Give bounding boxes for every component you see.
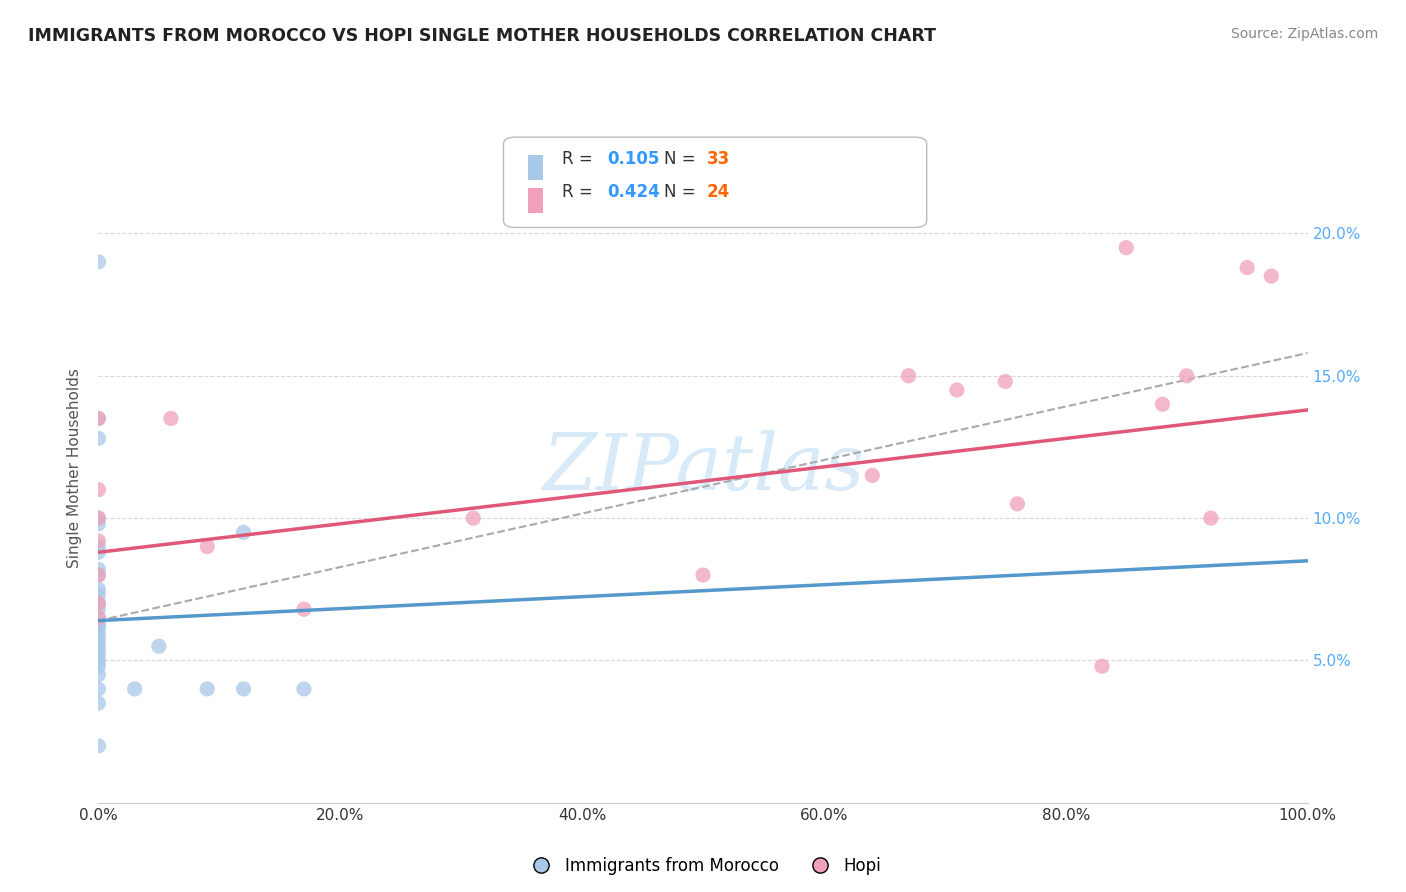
Point bbox=[232, 525, 254, 540]
Text: N =: N = bbox=[664, 183, 702, 201]
Point bbox=[232, 681, 254, 696]
Point bbox=[87, 411, 110, 425]
Point bbox=[463, 511, 485, 525]
Point bbox=[87, 588, 110, 602]
Point bbox=[87, 568, 110, 582]
Text: 0.424: 0.424 bbox=[607, 183, 661, 201]
Point bbox=[87, 511, 110, 525]
FancyBboxPatch shape bbox=[527, 154, 543, 180]
Legend: Immigrants from Morocco, Hopi: Immigrants from Morocco, Hopi bbox=[517, 850, 889, 881]
Point bbox=[1115, 241, 1137, 255]
Point bbox=[87, 619, 110, 633]
Point bbox=[87, 602, 110, 616]
Point bbox=[87, 540, 110, 554]
Point bbox=[87, 431, 110, 445]
Point bbox=[87, 582, 110, 597]
Point bbox=[148, 639, 170, 653]
Point bbox=[87, 516, 110, 531]
FancyBboxPatch shape bbox=[503, 137, 927, 227]
Point bbox=[87, 611, 110, 625]
Point bbox=[195, 681, 218, 696]
Point bbox=[1260, 269, 1282, 284]
Point bbox=[87, 616, 110, 631]
Point bbox=[87, 597, 110, 611]
Point bbox=[994, 375, 1017, 389]
Point bbox=[1175, 368, 1198, 383]
Text: 33: 33 bbox=[707, 150, 730, 168]
Point bbox=[1199, 511, 1222, 525]
Point bbox=[87, 625, 110, 640]
Point bbox=[1152, 397, 1174, 411]
Point bbox=[87, 659, 110, 673]
Point bbox=[87, 597, 110, 611]
Point bbox=[87, 411, 110, 425]
Point bbox=[87, 483, 110, 497]
Point bbox=[946, 383, 969, 397]
Point bbox=[692, 568, 714, 582]
Point bbox=[87, 562, 110, 576]
Point bbox=[87, 667, 110, 681]
Text: 0.105: 0.105 bbox=[607, 150, 659, 168]
Text: ZIPatlas: ZIPatlas bbox=[541, 430, 865, 507]
Text: N =: N = bbox=[664, 150, 702, 168]
Point bbox=[1236, 260, 1258, 275]
Text: 24: 24 bbox=[707, 183, 730, 201]
Point bbox=[87, 681, 110, 696]
Y-axis label: Single Mother Households: Single Mother Households bbox=[67, 368, 83, 568]
Point bbox=[87, 568, 110, 582]
Point bbox=[124, 681, 146, 696]
Point bbox=[292, 681, 315, 696]
Point bbox=[87, 545, 110, 559]
Point bbox=[87, 653, 110, 667]
Point bbox=[87, 255, 110, 269]
Point bbox=[87, 611, 110, 625]
Point bbox=[292, 602, 315, 616]
Point bbox=[87, 648, 110, 662]
Text: R =: R = bbox=[561, 150, 598, 168]
Point bbox=[860, 468, 883, 483]
Text: R =: R = bbox=[561, 183, 598, 201]
Point bbox=[195, 540, 218, 554]
Point bbox=[87, 739, 110, 753]
Point bbox=[87, 533, 110, 548]
Point bbox=[1007, 497, 1029, 511]
Text: Source: ZipAtlas.com: Source: ZipAtlas.com bbox=[1230, 27, 1378, 41]
Point bbox=[87, 636, 110, 650]
Point bbox=[87, 696, 110, 710]
Point bbox=[160, 411, 183, 425]
Text: IMMIGRANTS FROM MOROCCO VS HOPI SINGLE MOTHER HOUSEHOLDS CORRELATION CHART: IMMIGRANTS FROM MOROCCO VS HOPI SINGLE M… bbox=[28, 27, 936, 45]
Point bbox=[87, 511, 110, 525]
Point bbox=[87, 631, 110, 645]
Point bbox=[1091, 659, 1114, 673]
Point bbox=[897, 368, 920, 383]
FancyBboxPatch shape bbox=[527, 188, 543, 213]
Point bbox=[87, 642, 110, 657]
